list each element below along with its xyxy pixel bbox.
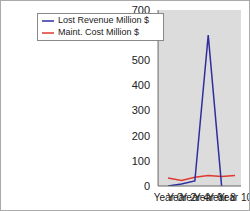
- svg-text:700: 700: [132, 4, 150, 16]
- svg-text:300: 300: [132, 104, 150, 116]
- html-text:Maint. Cost Million $: Maint. Cost Million $: [58, 27, 139, 38]
- svg-text:200: 200: [132, 130, 150, 142]
- svg-text:600: 600: [132, 29, 150, 41]
- html-text:Lost Revenue Million $: Lost Revenue Million $: [58, 15, 150, 26]
- svg-text:500: 500: [132, 54, 150, 66]
- svg-text:0: 0: [144, 180, 150, 192]
- svg-text:100: 100: [132, 155, 150, 167]
- svg-text:Year 10: Year 10: [218, 192, 242, 203]
- svg-text:400: 400: [132, 79, 150, 91]
